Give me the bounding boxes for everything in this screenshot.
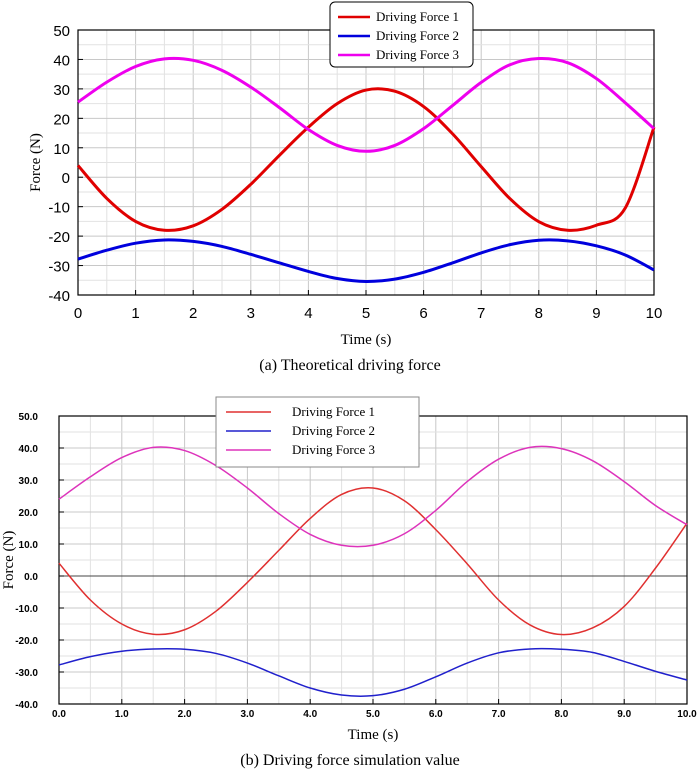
x-tick-label: 6.0 — [429, 709, 443, 720]
chart-b: 0.0 1.0 2.0 3.0 4.0 5.0 6.0 7.0 8.0 9.0 10.0 50.0 40… — [1, 396, 697, 769]
x-tick-label: 9.0 — [617, 709, 631, 720]
y-tick-label: -40.0 — [15, 700, 38, 711]
chart-a: 0 1 2 3 4 5 6 7 8 9 10 50 40 30 20 10 0 -10 -20 -30 -40 Time … — [28, 1, 663, 374]
x-tick-label: 8.0 — [554, 709, 568, 720]
x-tick-label: 0.0 — [52, 709, 66, 720]
y-tick-label: 50.0 — [19, 412, 39, 423]
y-tick-label: 0 — [62, 170, 70, 187]
x-tick-label: 10 — [646, 305, 663, 322]
y-tick-label: -30 — [48, 259, 70, 276]
x-tick-label: 2 — [189, 305, 197, 322]
x-tick-label: 5 — [362, 305, 370, 322]
y-tick-label: 10 — [53, 141, 70, 158]
y-tick-label: 30 — [53, 82, 70, 99]
grid — [77, 29, 655, 296]
y-axis-label: Force (N) — [28, 133, 44, 192]
series-line-1 — [76, 87, 656, 232]
legend-label-3: Driving Force 3 — [376, 47, 459, 62]
x-tick-label: 10.0 — [677, 709, 697, 720]
legend-box — [215, 396, 420, 468]
y-tick-label: -10.0 — [15, 604, 38, 615]
y-tick-label: 50 — [53, 23, 70, 40]
legend: Driving Force 1 Driving Force 2 Driving Fo… — [215, 396, 420, 468]
x-tick-label: 4 — [304, 305, 312, 322]
chart-caption: (b) Driving force simulation value — [240, 752, 460, 769]
x-tick-label: 7.0 — [492, 709, 506, 720]
y-tick-label: 40 — [53, 52, 70, 69]
x-tick-label: 1.0 — [115, 709, 129, 720]
y-tick-label: 20 — [53, 111, 70, 128]
x-tick-label: 0 — [74, 305, 82, 322]
y-tick-label: 30.0 — [19, 476, 39, 487]
x-tick-label: 7 — [477, 305, 485, 322]
x-tick-label: 2.0 — [178, 709, 192, 720]
legend-label-1: Driving Force 1 — [292, 404, 375, 419]
x-tick-label: 6 — [419, 305, 427, 322]
legend: Driving Force 1 Driving Force 2 Driving Fo… — [329, 1, 474, 68]
x-tick-label: 5.0 — [366, 709, 380, 720]
chart-caption: (a) Theoretical driving force — [259, 357, 440, 374]
series-line-2 — [77, 238, 655, 283]
legend-label-1: Driving Force 1 — [376, 9, 459, 24]
legend-label-2: Driving Force 2 — [292, 423, 375, 438]
series-line-3 — [58, 445, 688, 548]
series-line-3 — [77, 56, 656, 153]
y-tick-label: 10.0 — [19, 540, 39, 551]
legend-label-2: Driving Force 2 — [376, 28, 459, 43]
y-tick-label: 40.0 — [19, 444, 39, 455]
y-tick-label: -20.0 — [15, 636, 38, 647]
x-axis-label: Time (s) — [348, 727, 399, 743]
series-line-2 — [58, 647, 688, 697]
x-axis-label: Time (s) — [341, 332, 392, 348]
x-tick-label: 1 — [131, 305, 139, 322]
series-line-1 — [58, 487, 688, 636]
x-tick-label: 9 — [592, 305, 600, 322]
y-axis-label: Force (N) — [1, 531, 17, 590]
x-tick-label: 3.0 — [240, 709, 254, 720]
y-tick-label: 0.0 — [24, 572, 38, 583]
legend-label-3: Driving Force 3 — [292, 442, 375, 457]
y-tick-label: -20 — [48, 229, 70, 246]
y-tick-label: -10 — [48, 200, 70, 217]
x-tick-label: 4.0 — [303, 709, 317, 720]
x-tick-label: 3 — [247, 305, 255, 322]
x-tick-label: 8 — [535, 305, 543, 322]
y-tick-label: -40 — [48, 288, 70, 305]
y-tick-label: 20.0 — [19, 508, 39, 519]
y-tick-label: -30.0 — [15, 668, 38, 679]
